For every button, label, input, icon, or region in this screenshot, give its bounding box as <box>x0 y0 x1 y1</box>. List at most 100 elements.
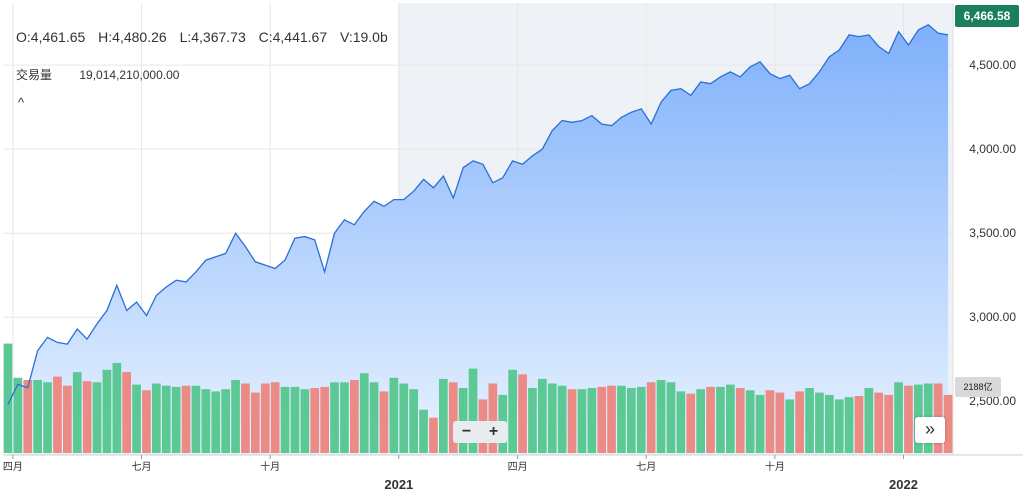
volume-bar <box>745 390 755 453</box>
volume-bar <box>894 382 903 453</box>
volume-bar <box>419 409 428 453</box>
volume-bar <box>547 383 557 453</box>
volume-bar <box>320 386 329 453</box>
volume-bar <box>350 380 359 453</box>
price-tick-label: 4,500.00 <box>969 58 1016 72</box>
volume-bar <box>854 396 864 453</box>
volume-bar <box>102 369 112 453</box>
zoom-in-button[interactable]: + <box>488 423 499 440</box>
volume-marker-badge: 2188亿 <box>955 377 1001 397</box>
volume-bar <box>795 391 804 453</box>
volume-bar <box>33 380 42 453</box>
volume-bar <box>636 386 646 453</box>
volume-bar <box>63 385 72 453</box>
volume-bar <box>627 388 636 453</box>
volume-bar <box>379 391 389 453</box>
volume-bar <box>448 382 458 453</box>
volume-bar <box>706 386 715 453</box>
volume-bar <box>92 382 102 453</box>
volume-label: 交易量 <box>16 68 53 82</box>
volume-bar <box>656 380 666 453</box>
volume-bar <box>617 385 626 453</box>
volume-bar <box>112 362 122 453</box>
volume-bar <box>152 383 161 453</box>
volume-legend: 交易量 19,014,210,000.00 <box>16 66 179 83</box>
volume-bar <box>785 399 795 453</box>
volume-bar <box>834 399 844 453</box>
price-tick-label: 4,000.00 <box>969 142 1016 156</box>
volume-bar <box>726 384 735 453</box>
volume-bar <box>597 386 607 453</box>
volume-bar <box>557 385 567 453</box>
volume-bar <box>587 388 597 453</box>
volume-value-short: V:19.0b <box>340 29 388 45</box>
price-tick-label: 3,000.00 <box>969 310 1016 324</box>
price-tick-label: 3,500.00 <box>969 226 1016 240</box>
volume-bar <box>359 373 369 453</box>
volume-bar <box>716 386 725 453</box>
volume-bar <box>666 382 676 453</box>
volume-bar <box>260 383 270 453</box>
volume-bar <box>3 343 13 453</box>
volume-bar <box>735 388 745 453</box>
volume-bar <box>904 385 913 453</box>
volume-bar <box>132 384 141 453</box>
time-tick-label: 2021 <box>384 477 413 492</box>
volume-bar <box>340 382 349 453</box>
time-tick-label: 四月 <box>3 461 23 473</box>
zoom-controls: − + <box>453 421 507 443</box>
high-value: H:4,480.26 <box>98 29 167 45</box>
time-tick-label: 四月 <box>508 461 528 473</box>
volume-bar <box>815 392 824 453</box>
volume-bar <box>518 374 527 453</box>
volume-bar <box>825 394 834 453</box>
volume-bar <box>330 382 339 453</box>
volume-bar <box>389 377 399 453</box>
volume-bar <box>251 392 260 453</box>
volume-bar <box>696 389 705 453</box>
volume-bar <box>142 390 151 453</box>
volume-bar <box>755 394 765 453</box>
volume-bar <box>943 394 953 453</box>
volume-bar <box>508 369 517 453</box>
volume-bar <box>577 389 587 453</box>
time-tick-label: 七月 <box>636 461 656 473</box>
last-price-badge: 6,466.58 <box>955 5 1019 27</box>
price-line <box>7 24 949 405</box>
volume-bar <box>181 385 191 453</box>
volume-bar <box>567 389 577 453</box>
volume-bar <box>676 391 686 453</box>
volume-bar <box>429 417 438 453</box>
volume-bar <box>528 388 537 453</box>
volume-bar <box>221 389 230 453</box>
volume-bar <box>607 385 616 453</box>
time-tick-label: 2022 <box>889 477 918 492</box>
zoom-out-button[interactable]: − <box>461 423 472 440</box>
volume-bar <box>201 389 211 453</box>
volume-bar <box>765 390 775 453</box>
collapse-legend-button[interactable]: ^ <box>18 95 25 110</box>
volume-bar <box>171 386 181 453</box>
volume-bar <box>53 376 62 453</box>
scroll-to-latest-button[interactable]: » <box>915 417 945 443</box>
low-value: L:4,367.73 <box>179 29 246 45</box>
volume-bar <box>161 385 171 453</box>
volume-bar <box>72 372 82 453</box>
volume-bar <box>874 392 884 453</box>
volume-bar <box>231 380 240 453</box>
volume-bar <box>538 378 547 453</box>
volume-bar <box>191 385 201 453</box>
volume-bar <box>369 382 379 453</box>
volume-bar <box>399 383 409 453</box>
close-value: C:4,441.67 <box>258 29 328 45</box>
volume-bar <box>211 391 221 453</box>
volume-bar <box>468 368 478 453</box>
volume-bar <box>300 389 310 453</box>
price-area-fill <box>7 24 949 456</box>
price-tick-label: 2,500.00 <box>969 394 1016 408</box>
volume-bar <box>43 382 52 453</box>
volume-bar <box>13 377 23 453</box>
volume-bar <box>488 383 498 453</box>
